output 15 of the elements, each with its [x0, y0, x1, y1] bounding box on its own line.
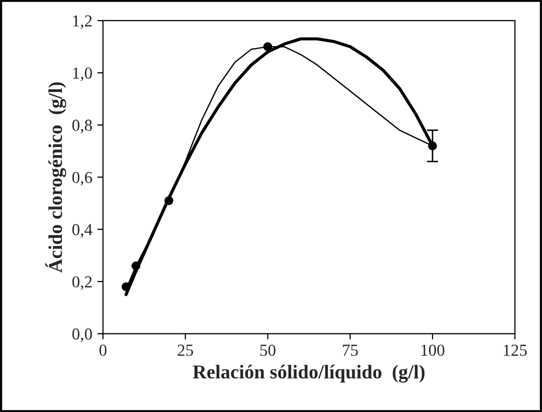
- y-tick-label: 0,8: [72, 120, 92, 134]
- x-tick-label: 0: [99, 344, 107, 356]
- y-axis-title: Ácido clorogénico (g/l): [45, 82, 66, 273]
- x-axis-title: Relación sólido/líquido (g/l): [192, 364, 425, 383]
- y-tick-label: 0,0: [72, 328, 92, 342]
- x-tick-label: 125: [504, 344, 527, 356]
- y-tick-label: 0,4: [72, 224, 92, 238]
- y-tick-label: 1,0: [73, 67, 92, 82]
- y-tick-label: 0,6: [72, 172, 92, 186]
- y-tick-label: 1,2: [73, 15, 92, 29]
- x-tick-label: 25: [178, 344, 194, 356]
- x-tick-label: 75: [342, 344, 358, 356]
- x-tick-label: 100: [421, 344, 444, 356]
- x-tick-label: 50: [260, 344, 276, 356]
- y-tick-label: 0,2: [72, 276, 92, 290]
